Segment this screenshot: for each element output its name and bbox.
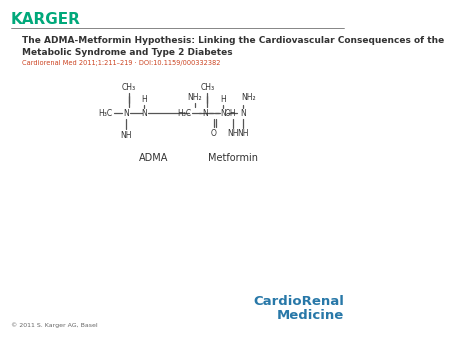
Text: NH: NH	[227, 128, 239, 138]
Text: NH: NH	[121, 130, 132, 140]
Text: © 2011 S. Karger AG, Basel: © 2011 S. Karger AG, Basel	[11, 322, 98, 328]
Text: Medicine: Medicine	[276, 309, 344, 322]
Text: Cardiorenal Med 2011;1:211–219 · DOI:10.1159/000332382: Cardiorenal Med 2011;1:211–219 · DOI:10.…	[22, 60, 220, 66]
Text: ADMA: ADMA	[139, 153, 168, 163]
Text: CH₃: CH₃	[200, 83, 214, 93]
Text: NH₂: NH₂	[188, 94, 202, 102]
Text: N: N	[240, 108, 246, 118]
Text: N: N	[202, 108, 208, 118]
Text: H₃C: H₃C	[177, 108, 192, 118]
Text: CardioRenal: CardioRenal	[253, 295, 344, 308]
Text: OH: OH	[225, 108, 236, 118]
Text: KARGER: KARGER	[11, 12, 81, 27]
Text: N: N	[220, 108, 226, 118]
Text: O: O	[211, 128, 216, 138]
Text: CH₃: CH₃	[122, 83, 135, 93]
Text: H₃C: H₃C	[99, 108, 113, 118]
Text: H: H	[141, 96, 147, 104]
Text: Metformin: Metformin	[207, 153, 257, 163]
Text: NH: NH	[237, 128, 248, 138]
Text: The ADMA-Metformin Hypothesis: Linking the Cardiovascular Consequences of the
Me: The ADMA-Metformin Hypothesis: Linking t…	[22, 36, 444, 57]
Text: H: H	[220, 96, 226, 104]
Text: N: N	[141, 108, 147, 118]
Text: NH₂: NH₂	[241, 94, 256, 102]
Text: N: N	[123, 108, 129, 118]
